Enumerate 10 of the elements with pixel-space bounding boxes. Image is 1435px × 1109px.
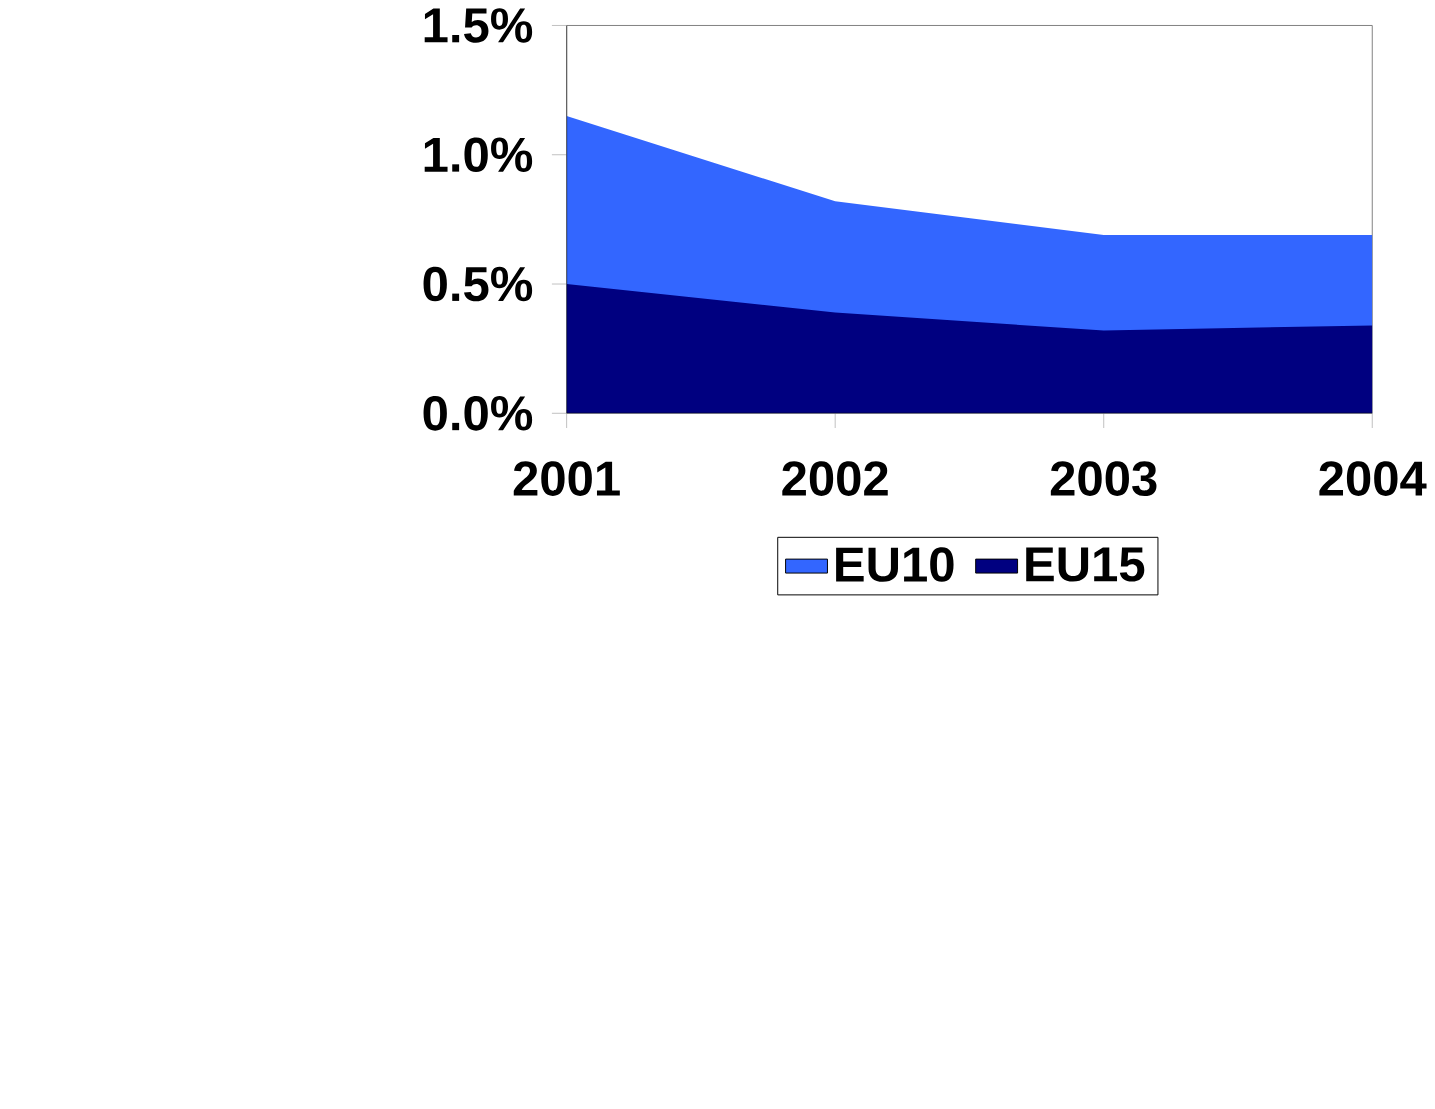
x-tick-label: 2004 bbox=[1319, 461, 1427, 497]
x-tick-label: 2002 bbox=[782, 461, 888, 497]
x-tick-label: 2001 bbox=[513, 461, 620, 497]
legend-label: EU15 bbox=[1026, 547, 1145, 582]
legend-label: EU10 bbox=[836, 547, 954, 582]
y-tick-label: 0.0% bbox=[423, 396, 533, 431]
y-tick-label: 1.5% bbox=[424, 8, 533, 43]
y-tick-label: 0.5% bbox=[423, 266, 533, 302]
y-tick-label: 1.0% bbox=[424, 137, 533, 173]
x-tick-label: 2003 bbox=[1050, 461, 1157, 497]
